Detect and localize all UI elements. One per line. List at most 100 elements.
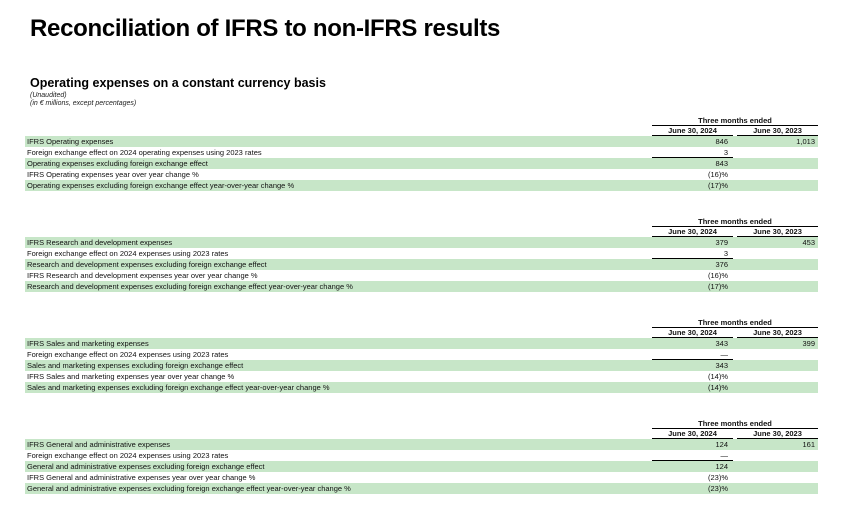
table-row: Foreign exchange effect on 2024 expenses… [25, 349, 818, 360]
column-headers: June 30, 2024 June 30, 2023 [652, 126, 818, 136]
column-header-2023: June 30, 2023 [737, 227, 818, 237]
row-label: Foreign exchange effect on 2024 operatin… [27, 148, 262, 157]
section-title: Operating expenses on a constant currenc… [30, 76, 326, 90]
value-2024: 343 [715, 339, 728, 348]
row-label: Foreign exchange effect on 2024 expenses… [27, 249, 229, 258]
row-label: Sales and marketing expenses excluding f… [27, 383, 330, 392]
value-2024: 376 [715, 260, 728, 269]
row-label: IFRS Sales and marketing expenses year o… [27, 372, 235, 381]
column-header-2024: June 30, 2024 [652, 328, 733, 338]
column-header-2023: June 30, 2023 [737, 328, 818, 338]
value-2024: 124 [715, 462, 728, 471]
value-2023 [737, 158, 818, 169]
table-row: IFRS Sales and marketing expenses 343 399 [25, 338, 818, 349]
value-2023 [737, 259, 818, 270]
value-2023: 161 [802, 440, 815, 449]
value-2023: 1,013 [796, 137, 815, 146]
value-2023 [737, 349, 818, 360]
table-row: IFRS Research and development expenses y… [25, 270, 818, 281]
value-2023 [737, 147, 818, 158]
table-row: Research and development expenses exclud… [25, 259, 818, 270]
expense-table: Three months ended June 30, 2024 June 30, … [25, 318, 818, 393]
row-label: IFRS Operating expenses [27, 137, 114, 146]
table-row: IFRS Operating expenses 846 1,013 [25, 136, 818, 147]
expense-table: Three months ended June 30, 2024 June 30, … [25, 217, 818, 292]
value-2023 [737, 281, 818, 292]
table-row: IFRS Sales and marketing expenses year o… [25, 371, 818, 382]
table-row: IFRS Research and development expenses 37… [25, 237, 818, 248]
value-2023: 399 [802, 339, 815, 348]
row-label: IFRS Research and development expenses [27, 238, 173, 247]
value-2023: 453 [802, 238, 815, 247]
value-2024: 3 [652, 248, 733, 259]
page-title: Reconciliation of IFRS to non-IFRS resul… [30, 15, 501, 42]
value-2023 [737, 270, 818, 281]
row-label: IFRS Sales and marketing expenses [27, 339, 149, 348]
row-label: Sales and marketing expenses excluding f… [27, 361, 244, 370]
row-label: General and administrative expenses excl… [27, 462, 265, 471]
column-header-2024: June 30, 2024 [652, 227, 733, 237]
value-2024: (16)% [707, 271, 728, 280]
row-label: IFRS General and administrative expenses [27, 440, 170, 449]
row-label: Research and development expenses exclud… [27, 260, 267, 269]
column-header-2023: June 30, 2023 [737, 429, 818, 439]
row-label: Research and development expenses exclud… [27, 282, 353, 291]
value-2024: 843 [715, 159, 728, 168]
table-row: IFRS Operating expenses year over year c… [25, 169, 818, 180]
value-2023 [737, 360, 818, 371]
table-row: Sales and marketing expenses excluding f… [25, 382, 818, 393]
column-headers: June 30, 2024 June 30, 2023 [652, 429, 818, 439]
table-row: Research and development expenses exclud… [25, 281, 818, 292]
value-2023 [737, 371, 818, 382]
value-2023 [737, 461, 818, 472]
value-2023 [737, 180, 818, 191]
value-2024: (14)% [707, 372, 728, 381]
table-row: Foreign exchange effect on 2024 expenses… [25, 248, 818, 259]
row-label: Foreign exchange effect on 2024 expenses… [27, 350, 229, 359]
value-2023 [737, 450, 818, 461]
table-row: Sales and marketing expenses excluding f… [25, 360, 818, 371]
row-label: Operating expenses excluding foreign exc… [27, 159, 208, 168]
period-header: Three months ended [652, 318, 818, 328]
value-2024: 343 [715, 361, 728, 370]
table-row: Foreign exchange effect on 2024 expenses… [25, 450, 818, 461]
expense-table: Three months ended June 30, 2024 June 30, … [25, 419, 818, 494]
value-2024: 3 [652, 147, 733, 158]
value-2023 [737, 382, 818, 393]
expense-table: Three months ended June 30, 2024 June 30, … [25, 116, 818, 191]
value-2023 [737, 483, 818, 494]
column-headers: June 30, 2024 June 30, 2023 [652, 227, 818, 237]
row-label: IFRS General and administrative expenses… [27, 473, 256, 482]
value-2024: (14)% [707, 383, 728, 392]
table-row: IFRS General and administrative expenses… [25, 439, 818, 450]
value-2024: (17)% [707, 181, 728, 190]
value-2024: (16)% [707, 170, 728, 179]
row-label: Operating expenses excluding foreign exc… [27, 181, 295, 190]
column-header-2024: June 30, 2024 [652, 126, 733, 136]
table-row: Operating expenses excluding foreign exc… [25, 180, 818, 191]
period-header: Three months ended [652, 217, 818, 227]
value-2023 [737, 169, 818, 180]
value-2024: (17)% [707, 282, 728, 291]
column-header-2024: June 30, 2024 [652, 429, 733, 439]
value-2024: (23)% [707, 473, 728, 482]
table-row: Foreign exchange effect on 2024 operatin… [25, 147, 818, 158]
value-2023 [737, 472, 818, 483]
row-label: Foreign exchange effect on 2024 expenses… [27, 451, 229, 460]
unaudited-note: (Unaudited) [30, 92, 67, 99]
column-header-2023: June 30, 2023 [737, 126, 818, 136]
value-2024: 124 [715, 440, 728, 449]
column-headers: June 30, 2024 June 30, 2023 [652, 328, 818, 338]
value-2024: (23)% [707, 484, 728, 493]
tables-container: Three months ended June 30, 2024 June 30, … [25, 116, 818, 520]
table-row: Operating expenses excluding foreign exc… [25, 158, 818, 169]
value-2024: 379 [715, 238, 728, 247]
row-label: General and administrative expenses excl… [27, 484, 351, 493]
value-2023 [737, 248, 818, 259]
value-2024: 846 [715, 137, 728, 146]
value-2024: — [652, 349, 733, 360]
table-row: General and administrative expenses excl… [25, 461, 818, 472]
period-header: Three months ended [652, 116, 818, 126]
row-label: IFRS Operating expenses year over year c… [27, 170, 199, 179]
